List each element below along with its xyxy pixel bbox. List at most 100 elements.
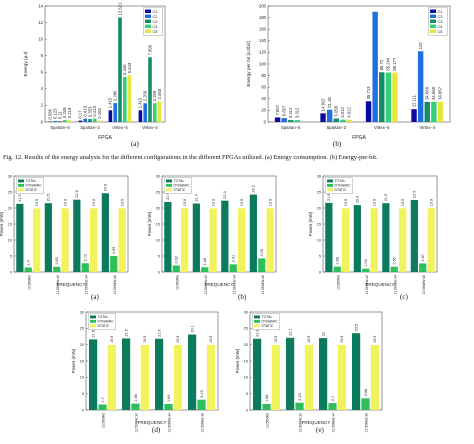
data-label: 0.11 bbox=[57, 111, 62, 120]
legend-label: DYNAMIC bbox=[98, 320, 115, 324]
data-label: 34.668 bbox=[425, 86, 430, 99]
bar bbox=[93, 118, 97, 122]
data-label: 0.123 bbox=[53, 108, 58, 119]
bar bbox=[164, 201, 172, 272]
bar bbox=[238, 208, 246, 272]
y-tick-label: 120 bbox=[259, 50, 267, 55]
legend-label: TOTAL bbox=[335, 179, 346, 183]
y-tick-label: 40 bbox=[261, 96, 266, 101]
x-tick-label: 13.56MHz x8 bbox=[261, 275, 265, 295]
x-tick-label: 13.56MHz bbox=[27, 275, 31, 290]
x-tick-label: Virtex−4 bbox=[420, 125, 436, 130]
bar bbox=[320, 113, 326, 122]
data-label: 21.18 bbox=[327, 97, 332, 108]
y-tick-label: 180 bbox=[259, 15, 267, 20]
bar bbox=[221, 200, 229, 272]
data-label: 1.65 bbox=[393, 257, 397, 264]
bar bbox=[431, 101, 437, 122]
y-tick-label: 15 bbox=[8, 222, 12, 226]
bar bbox=[123, 76, 127, 122]
data-label: 23.1 bbox=[190, 325, 194, 332]
bar bbox=[365, 101, 372, 122]
y-tick-label: 12 bbox=[38, 20, 43, 25]
data-label: 0.218 bbox=[67, 107, 72, 118]
bar bbox=[188, 334, 197, 410]
y-tick-label: 20 bbox=[8, 206, 12, 210]
legend-swatch bbox=[327, 179, 333, 183]
x-tick-label: Spartan−3 bbox=[80, 125, 100, 130]
data-label: 22.3 bbox=[223, 191, 227, 198]
bar bbox=[361, 398, 370, 410]
legend-swatch bbox=[145, 19, 151, 23]
y-tick-label: 0 bbox=[264, 119, 267, 124]
legend-swatch bbox=[430, 24, 436, 28]
legend-label: DYNAMIC bbox=[335, 184, 352, 188]
bar bbox=[131, 403, 140, 410]
bar bbox=[88, 119, 92, 122]
data-label: 12.621 bbox=[117, 2, 122, 15]
data-label: 1.04 bbox=[364, 259, 368, 266]
data-label: 22.6 bbox=[75, 190, 79, 197]
x-tick-label: Virtex−5 bbox=[112, 125, 128, 130]
legend-label: DYNAMIC bbox=[174, 184, 191, 188]
data-label: 22.5 bbox=[413, 191, 417, 198]
x-tick-label: 13.56MHz bbox=[102, 413, 106, 428]
bar bbox=[138, 110, 143, 122]
y-tick-label: 80 bbox=[261, 73, 266, 78]
bar bbox=[390, 266, 398, 272]
bar bbox=[249, 194, 257, 272]
y-axis-label: Power (mW) bbox=[71, 348, 76, 373]
y-tick-label: 10 bbox=[317, 238, 321, 242]
bar bbox=[113, 103, 117, 122]
x-tick-label: 13.56MHz x4 bbox=[332, 413, 336, 433]
y-tick-label: 0 bbox=[246, 408, 248, 412]
bar bbox=[319, 338, 328, 410]
y-tick-label: 20 bbox=[317, 206, 321, 210]
legend-swatch bbox=[254, 315, 260, 319]
data-label: 4.25 bbox=[260, 249, 264, 256]
data-label: 1.415 bbox=[138, 97, 143, 108]
bar bbox=[399, 208, 407, 272]
bar bbox=[67, 120, 72, 122]
y-tick-label: 20 bbox=[156, 206, 160, 210]
bar bbox=[89, 339, 98, 410]
bar bbox=[410, 200, 418, 272]
y-axis-label: Power (mW) bbox=[0, 211, 4, 236]
y-tick-label: 20 bbox=[261, 108, 266, 113]
legend-swatch bbox=[90, 319, 96, 323]
bar bbox=[148, 57, 152, 122]
data-label: 4.99 bbox=[112, 247, 116, 254]
bar bbox=[352, 333, 361, 410]
data-label: 35.713 bbox=[366, 86, 371, 99]
y-axis-label: Power (mW) bbox=[235, 348, 240, 373]
legend-label: C4 bbox=[153, 24, 159, 29]
x-tick-label: 13.56MHz x4 bbox=[168, 413, 172, 433]
data-label: 19.9 bbox=[268, 199, 272, 206]
y-axis-label: Energy per bit [nJ/bit] bbox=[246, 41, 252, 86]
y-tick-label: 30 bbox=[80, 310, 84, 314]
bar bbox=[44, 203, 52, 272]
data-label: 3.15 bbox=[200, 390, 204, 397]
data-label: 23.5 bbox=[354, 324, 358, 331]
legend-label: C5 bbox=[438, 29, 443, 34]
data-label: 0.413 bbox=[92, 105, 97, 116]
y-tick-label: 15 bbox=[156, 222, 160, 226]
bar bbox=[16, 203, 24, 272]
legend-label: C2 bbox=[438, 14, 443, 19]
legend-swatch bbox=[145, 24, 151, 28]
data-label: 20.9 bbox=[356, 196, 360, 203]
chart-3: 0 5 10 15 20 25 30 Power (mW) FREQUENCY 21.3 1.4 19… bbox=[0, 174, 129, 294]
legend-swatch bbox=[430, 19, 436, 23]
y-tick-label: 10 bbox=[156, 238, 160, 242]
legend-label: STATIC bbox=[262, 324, 274, 328]
data-label: 2.02 bbox=[175, 256, 179, 263]
x-axis-label: FREQUENCY bbox=[366, 282, 395, 287]
x-tick-label: Spartan−3 bbox=[327, 125, 347, 130]
bar bbox=[288, 120, 294, 122]
legend-swatch bbox=[166, 179, 172, 183]
x-tick-label: 13.56MHz bbox=[266, 413, 270, 428]
bar bbox=[333, 118, 339, 122]
